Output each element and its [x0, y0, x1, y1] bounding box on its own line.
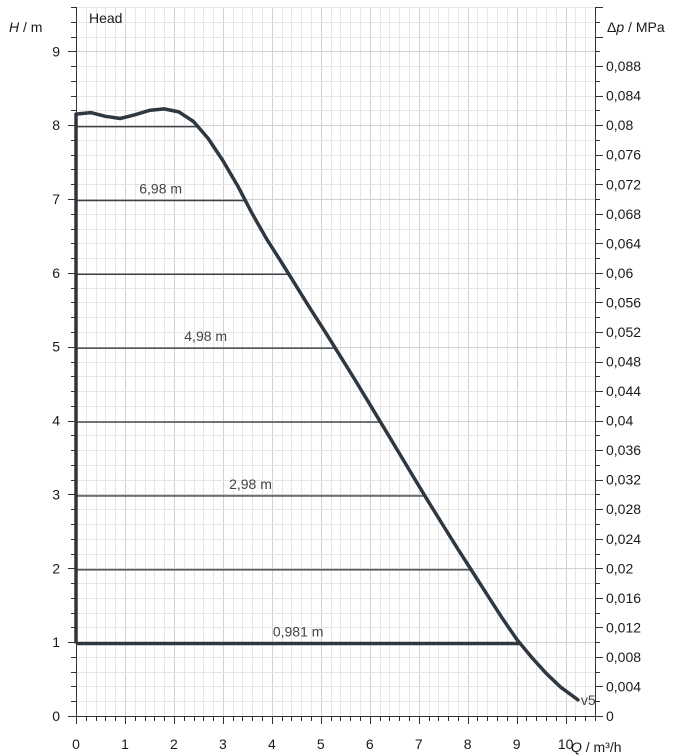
- y2-tick-label: 0,04: [606, 413, 633, 429]
- y2-tick-label: 0,068: [606, 206, 641, 222]
- y-tick-label: 2: [52, 560, 60, 576]
- y2-tick-label: 0,084: [606, 88, 641, 104]
- x-tick-label: 0: [72, 736, 80, 752]
- x-tick-label: 10: [558, 736, 574, 752]
- y2-tick-label: 0,032: [606, 472, 641, 488]
- y2-axis-unit: / MPa: [624, 19, 665, 35]
- y-tick-label: 0: [52, 708, 60, 724]
- x-tick-label: 3: [219, 736, 227, 752]
- x-tick-label: 8: [464, 736, 472, 752]
- y2-tick-label: 0,004: [606, 678, 641, 694]
- y-tick-label: 1: [52, 634, 60, 650]
- x-tick-label: 4: [268, 736, 276, 752]
- x-tick-label: 9: [513, 736, 521, 752]
- x-axis-unit: / m³/h: [582, 739, 622, 755]
- y-axis-title: H / m: [9, 19, 42, 35]
- y2-tick-label: 0,028: [606, 501, 641, 517]
- head-lines: 6,98 m 4,98 m 2,98 m 0,981 m: [76, 125, 521, 646]
- x-tick-label: 2: [170, 736, 178, 752]
- series-label-v5: v5: [581, 692, 596, 708]
- y2-tick-label: 0,016: [606, 590, 641, 606]
- y2-tick-label: 0,02: [606, 560, 633, 576]
- head-line-label: 6,98 m: [139, 180, 182, 196]
- y2-tick-label: 0,072: [606, 176, 641, 192]
- x-tick-label: 7: [415, 736, 423, 752]
- y-tick-label: 5: [52, 339, 60, 355]
- x-tick-label: 6: [366, 736, 374, 752]
- y2-tick-label: 0,056: [606, 294, 641, 310]
- head-line-label: 2,98 m: [229, 476, 272, 492]
- y2-tick-label: 0,052: [606, 324, 641, 340]
- head-line-label: 0,981 m: [273, 624, 324, 640]
- y2-tick-label: 0: [606, 708, 614, 724]
- y-tick-label: 7: [52, 191, 60, 207]
- x-tick-label: 5: [317, 736, 325, 752]
- y2-tick-label: 0,024: [606, 531, 641, 547]
- x-axis-symbol: Q: [571, 739, 582, 755]
- y2-tick-label: 0,008: [606, 649, 641, 665]
- y-tick-label: 8: [52, 117, 60, 133]
- y2-tick-label: 0,06: [606, 265, 633, 281]
- y2-axis-symbol: p: [615, 19, 624, 35]
- y2-tick-label: 0,036: [606, 442, 641, 458]
- x-axis-title: Q / m³/h: [571, 739, 622, 755]
- y2-tick-label: 0,012: [606, 619, 641, 635]
- head-line-label: 4,98 m: [184, 328, 227, 344]
- y2-tick-label: 0,064: [606, 235, 641, 251]
- pump-curve-line: [74, 107, 580, 702]
- y-tick-label: 3: [52, 486, 60, 502]
- chart-title: Head: [89, 10, 122, 26]
- grid: [76, 7, 596, 717]
- y2-axis-title: Δp / MPa: [607, 19, 665, 35]
- y-tick-label: 9: [52, 43, 60, 59]
- y2-axis-prefix: Δ: [607, 19, 616, 35]
- y2-tick-label: 0,088: [606, 58, 641, 74]
- y-tick-label: 6: [52, 265, 60, 281]
- x-tick-label: 1: [121, 736, 129, 752]
- axes: 0 1 2 3 4 5 6 7 8 9 10 0 1 2 3 4 5 6 7 8 9 0 0,004 0,008 0,012 0,…: [52, 7, 641, 752]
- y-axis-unit: / m: [19, 19, 42, 35]
- y-axis-symbol: H: [9, 19, 20, 35]
- y2-tick-label: 0,044: [606, 383, 641, 399]
- y2-tick-label: 0,048: [606, 354, 641, 370]
- y-tick-label: 4: [52, 413, 60, 429]
- y2-tick-label: 0,08: [606, 117, 633, 133]
- y2-tick-label: 0,076: [606, 147, 641, 163]
